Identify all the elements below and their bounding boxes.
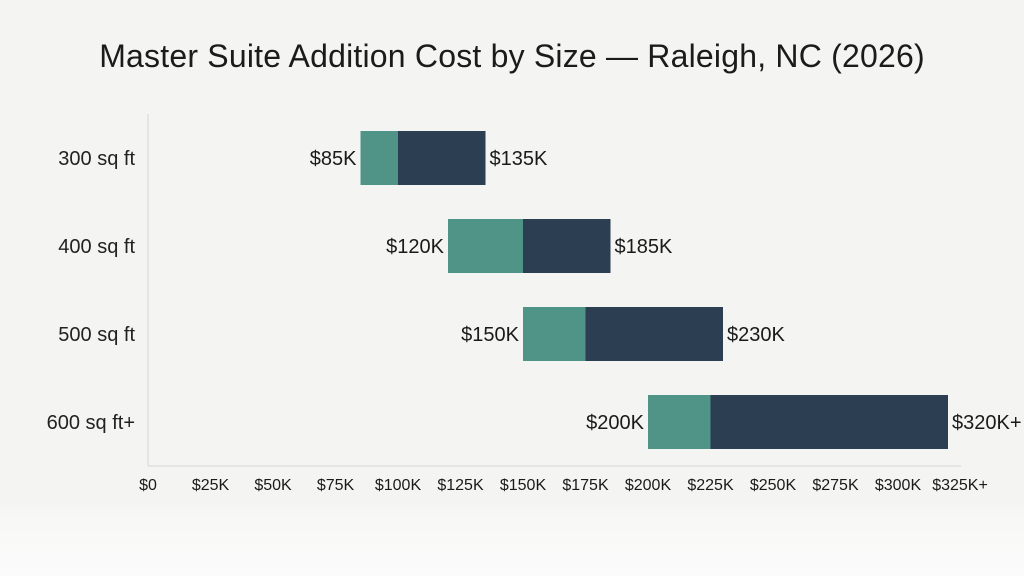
x-tick-label: $75K (317, 477, 355, 494)
x-tick-label: $325K+ (932, 477, 988, 494)
x-tick-label: $0 (139, 477, 157, 494)
category-label: 400 sq ft (58, 236, 135, 258)
x-tick-label: $25K (192, 477, 230, 494)
high-value-label: $135K (490, 148, 548, 170)
bar-high-segment (523, 219, 611, 273)
low-value-label: $200K (586, 412, 644, 434)
x-tick-label: $125K (437, 477, 484, 494)
chart-title: Master Suite Addition Cost by Size — Ral… (99, 38, 925, 74)
x-tick-label: $200K (625, 477, 672, 494)
x-tick-label: $50K (254, 477, 292, 494)
low-value-label: $85K (310, 148, 357, 170)
category-label: 500 sq ft (58, 324, 135, 346)
high-value-label: $185K (615, 236, 673, 258)
bar-low-segment (360, 131, 398, 185)
x-tick-label: $300K (875, 477, 922, 494)
x-tick-label: $150K (500, 477, 547, 494)
bar-low-segment (448, 219, 523, 273)
x-tick-label: $175K (562, 477, 609, 494)
x-tick-label: $250K (750, 477, 797, 494)
low-value-label: $150K (461, 324, 519, 346)
x-tick-label: $100K (375, 477, 422, 494)
category-label: 300 sq ft (58, 148, 135, 170)
bar-high-segment (398, 131, 486, 185)
high-value-label: $230K (727, 324, 785, 346)
bar-high-segment (710, 395, 948, 449)
high-value-label: $320K+ (952, 412, 1022, 434)
category-label: 600 sq ft+ (47, 412, 135, 434)
low-value-label: $120K (386, 236, 444, 258)
x-tick-label: $225K (687, 477, 734, 494)
bar-low-segment (648, 395, 711, 449)
x-tick-label: $275K (812, 477, 859, 494)
bar-low-segment (523, 307, 586, 361)
bar-high-segment (585, 307, 723, 361)
